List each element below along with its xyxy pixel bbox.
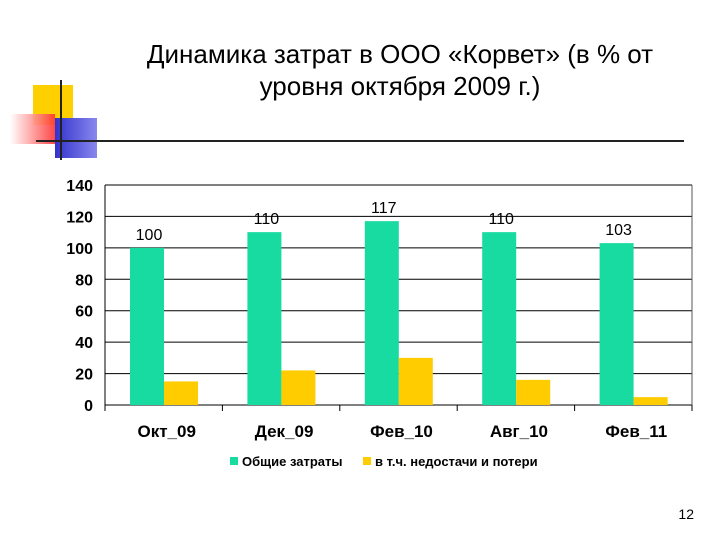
y-tick-label: 80: [75, 272, 93, 289]
y-tick-label: 120: [66, 209, 93, 226]
axes: [104, 185, 693, 411]
x-tick-label: Фев_10: [370, 422, 433, 441]
y-tick-label: 100: [66, 241, 93, 258]
red-square: [10, 114, 55, 144]
bars: [130, 221, 668, 405]
y-tick-label: 140: [66, 178, 93, 195]
bar-losses: [633, 397, 668, 405]
legend-swatch: [230, 457, 238, 465]
x-tick-label: Дек_09: [255, 422, 314, 441]
x-tick-label: Фев_11: [605, 422, 667, 441]
page-number: 12: [678, 506, 694, 522]
bar-total: [364, 221, 399, 405]
slide-title: Динамика затрат в ООО «Корвет» (в % от у…: [146, 39, 654, 101]
data-label: 110: [254, 211, 280, 228]
blue-square: [55, 118, 97, 158]
x-tick-label: Окт_09: [137, 422, 195, 441]
legend-label: в т.ч. недостачи и потери: [375, 454, 538, 469]
x-tick-label: Авг_10: [490, 422, 548, 441]
bar-losses: [281, 370, 316, 405]
bar-losses: [164, 381, 198, 405]
legend: Общие затраты в т.ч. недостачи и потери: [230, 454, 538, 469]
bar-total: [130, 247, 164, 405]
y-tick-label: 60: [75, 304, 93, 321]
bar-total: [247, 232, 282, 405]
vertical-line: [60, 80, 62, 160]
bar-total: [482, 232, 517, 405]
y-tick-label: 0: [84, 398, 93, 415]
data-label: 103: [605, 222, 632, 239]
y-tick-label: 40: [75, 335, 93, 352]
data-label: 110: [488, 211, 514, 228]
horizontal-rule: [36, 140, 684, 142]
bar-losses: [516, 379, 551, 405]
bar-total: [599, 243, 634, 405]
legend-swatch: [363, 457, 371, 465]
bar-losses: [398, 357, 433, 405]
legend-label: Общие затраты: [242, 454, 342, 469]
y-tick-label: 20: [75, 367, 93, 384]
data-labels: 100 110 117 110 103: [136, 200, 632, 244]
tick-labels: 0 20 40 60 80 100 120 140 Окт_09 Дек_09 Фев_10 Авг_…: [66, 178, 667, 441]
data-label: 100: [136, 227, 163, 244]
data-label: 117: [371, 200, 397, 217]
